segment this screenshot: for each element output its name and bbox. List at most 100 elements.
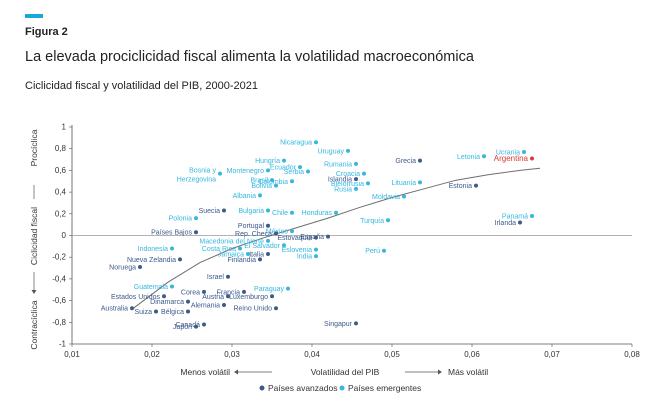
data-point — [222, 302, 226, 307]
point-label: Croacia — [336, 171, 360, 178]
point-label: Uruguay — [318, 148, 345, 155]
data-point — [314, 247, 318, 252]
data-point — [282, 158, 286, 163]
data-point — [362, 171, 366, 176]
data-point — [366, 181, 370, 186]
data-point — [354, 177, 358, 182]
point-label: Estonia — [449, 183, 472, 190]
data-point — [314, 235, 318, 240]
data-point — [314, 140, 318, 145]
y-tick-label: 0 — [62, 231, 67, 240]
data-point — [266, 208, 270, 213]
point-label: Alemania — [191, 302, 220, 309]
data-point — [354, 321, 358, 326]
data-point — [290, 210, 294, 215]
point-label: India — [297, 254, 312, 261]
data-point — [170, 246, 174, 251]
point-label: Rusia — [334, 186, 352, 193]
x-arrow-right-icon — [438, 369, 442, 375]
point-label: Bolivia — [251, 183, 272, 190]
point-label: Letonia — [457, 154, 480, 161]
x-tick-label: 0,07 — [544, 350, 560, 359]
y-tick-label: -0,2 — [52, 253, 66, 262]
y-tick-label: -0,6 — [52, 296, 66, 305]
data-point — [258, 193, 262, 198]
point-label: Guatemala — [134, 284, 168, 291]
point-label: Estovaquia — [277, 235, 312, 242]
data-point — [354, 161, 358, 166]
data-point — [346, 148, 350, 153]
point-label: El Salvador — [244, 243, 280, 250]
data-point — [402, 194, 406, 199]
data-point — [298, 165, 302, 170]
point-label: Colombia — [258, 179, 288, 186]
y-axis-label: Ciclicidad fiscal — [29, 207, 39, 265]
point-label: Argentina — [494, 154, 529, 163]
data-point — [518, 220, 522, 225]
point-label: Albania — [233, 193, 256, 200]
point-label: Singapur — [324, 321, 353, 328]
point-label: Costa Rica — [202, 246, 236, 253]
data-point — [274, 306, 278, 311]
data-point — [194, 230, 198, 235]
point-label: Bosnia y — [189, 168, 216, 175]
data-point — [246, 251, 250, 256]
point-label: Indonesia — [138, 246, 168, 253]
y-tick-label: -0,8 — [52, 318, 66, 327]
x-tick-label: 0,02 — [144, 350, 160, 359]
point-label: Serbia — [284, 169, 304, 176]
data-point — [274, 231, 278, 236]
data-point — [290, 179, 294, 184]
point-label: Chile — [272, 210, 288, 217]
figure-label: Figura 2 — [25, 26, 68, 38]
data-point — [290, 229, 294, 234]
y-tick-label: -1 — [59, 340, 67, 349]
point-label: Paraguay — [254, 286, 284, 293]
data-point — [218, 171, 222, 176]
data-point — [274, 183, 278, 188]
data-point — [270, 178, 274, 183]
data-point — [130, 306, 134, 311]
point-label: Francia — [217, 289, 240, 296]
x-axis-label: Volatilidad del PIB — [311, 367, 380, 377]
data-point — [270, 294, 274, 299]
y-tick-label: 0,8 — [55, 144, 67, 153]
data-point — [202, 289, 206, 294]
point-label: Suecia — [199, 208, 221, 215]
point-label: Australia — [101, 306, 128, 313]
point-label: Dinamarca — [150, 299, 184, 306]
point-label: Luxemburgo — [229, 294, 268, 301]
y-tick-label: -0,4 — [52, 274, 66, 283]
data-point — [482, 154, 486, 159]
point-label: Bielorrusia — [331, 181, 364, 188]
y-tick-label: 0,4 — [55, 188, 67, 197]
point-label: Japón — [173, 324, 192, 331]
data-point — [266, 168, 270, 173]
data-point — [474, 183, 478, 188]
y-tick-label: 0,2 — [55, 209, 67, 218]
x-tick-label: 0,03 — [224, 350, 240, 359]
data-point — [386, 218, 390, 223]
data-point — [226, 274, 230, 279]
point-label: Hungría — [255, 158, 280, 165]
point-label: Suiza — [134, 309, 152, 316]
y-tick-label: 0,6 — [55, 166, 67, 175]
data-point — [530, 213, 534, 218]
data-point — [154, 309, 158, 314]
point-label: Noruega — [109, 264, 136, 271]
data-point — [162, 294, 166, 299]
point-label: Turquía — [360, 218, 384, 225]
point-label: Panamá — [502, 213, 528, 220]
y-arrow-down-icon — [31, 290, 37, 294]
data-point — [186, 309, 190, 314]
data-point — [418, 180, 422, 185]
data-point — [194, 216, 198, 221]
point-label: Finlandia — [228, 257, 257, 264]
point-label: Lituania — [391, 180, 416, 187]
point-label: Jamaica — [218, 251, 244, 258]
point-label: Montenegro — [227, 168, 264, 175]
data-point — [326, 234, 330, 239]
point-label: Nicaragua — [280, 140, 312, 147]
x-tick-label: 0,06 — [464, 350, 480, 359]
